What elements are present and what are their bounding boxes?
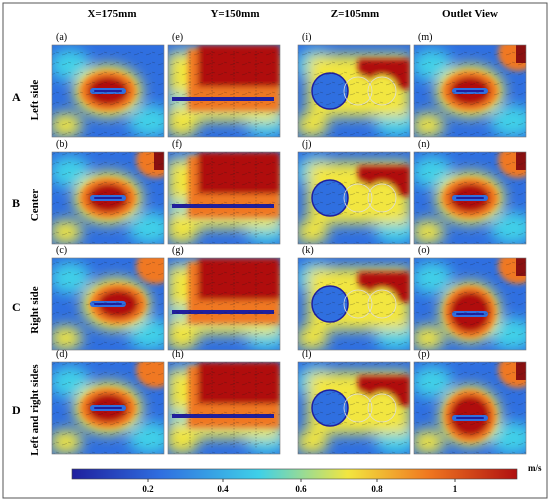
panel-label: (e) — [172, 32, 183, 43]
contour-panel-grid: (a) (e) (i) (m) (b) (f) (j) (n) (c) (g) (k) (o) (d) (… — [51, 32, 527, 455]
colorbar: 0.2 0.4 0.6 0.8 1 m/s — [71, 463, 542, 494]
panel-label: (h) — [172, 349, 184, 360]
panel-border — [51, 44, 165, 138]
panel-label: (m) — [418, 32, 432, 43]
panel-border — [297, 257, 411, 351]
row-name: Center — [29, 189, 41, 221]
contour-panel: (g) — [167, 245, 281, 351]
contour-panel: (k) — [297, 245, 411, 351]
contour-panel: (p) — [413, 349, 527, 455]
contour-panel: (d) — [51, 349, 165, 455]
colorbar-tick-label: 1 — [453, 484, 458, 494]
panel-border — [297, 151, 411, 245]
panel-border — [297, 361, 411, 455]
colorbar-tick-label: 0.4 — [217, 484, 229, 494]
contour-panel: (a) — [51, 32, 165, 138]
row-label-a: A Left side — [12, 80, 41, 121]
contour-panel: (i) — [297, 32, 411, 138]
panel-label: (a) — [56, 32, 67, 43]
panel-border — [413, 151, 527, 245]
contour-panel: (o) — [413, 245, 527, 351]
contour-panel: (b) — [51, 139, 165, 245]
row-letter: C — [12, 300, 21, 314]
panel-label: (d) — [56, 349, 68, 360]
row-name: Left and right sides — [29, 364, 41, 456]
panel-label: (c) — [56, 245, 67, 256]
panel-border — [167, 44, 281, 138]
row-letter: B — [12, 196, 20, 210]
contour-panel: (e) — [167, 32, 281, 138]
row-name: Right side — [29, 286, 41, 333]
contour-panel: (n) — [413, 139, 527, 245]
row-letter: A — [12, 90, 21, 104]
panel-label: (k) — [302, 245, 314, 256]
contour-panel: (j) — [297, 139, 411, 245]
panel-border — [413, 361, 527, 455]
contour-panel: (f) — [167, 139, 281, 245]
contour-panel: (h) — [167, 349, 281, 455]
panel-label: (b) — [56, 139, 68, 150]
panel-label: (p) — [418, 349, 430, 360]
panel-label: (f) — [172, 139, 182, 150]
colorbar-tick-label: 0.6 — [295, 484, 307, 494]
panel-label: (l) — [302, 349, 311, 360]
panel-label: (o) — [418, 245, 430, 256]
column-heading-x: X=175mm — [87, 8, 136, 20]
panel-border — [51, 257, 165, 351]
panel-border — [413, 257, 527, 351]
panel-border — [51, 151, 165, 245]
row-name: Left side — [29, 80, 41, 121]
contour-panel: (c) — [51, 245, 165, 351]
row-label-b: B Center — [12, 189, 41, 221]
panel-border — [167, 361, 281, 455]
colorbar-unit: m/s — [528, 463, 542, 473]
contour-panel: (l) — [297, 349, 411, 455]
row-letter: D — [12, 403, 21, 417]
panel-border — [167, 151, 281, 245]
colorbar-ticks: 0.2 0.4 0.6 0.8 1 — [142, 479, 458, 494]
panel-label: (j) — [302, 139, 311, 150]
colorbar-tick-label: 0.8 — [371, 484, 383, 494]
column-heading-y: Y=150mm — [210, 8, 259, 20]
panel-label: (i) — [302, 32, 311, 43]
row-label-d: D Left and right sides — [12, 364, 41, 456]
colorbar-gradient — [71, 468, 518, 480]
panel-label: (n) — [418, 139, 430, 150]
contour-panel: (m) — [413, 32, 527, 138]
panel-border — [413, 44, 527, 138]
column-heading-outlet: Outlet View — [442, 8, 498, 20]
colorbar-tick-label: 0.2 — [142, 484, 154, 494]
panel-label: (g) — [172, 245, 184, 256]
panel-border — [51, 361, 165, 455]
panel-border — [167, 257, 281, 351]
panel-border — [297, 44, 411, 138]
row-label-c: C Right side — [12, 286, 41, 333]
column-heading-z: Z=105mm — [331, 8, 379, 20]
